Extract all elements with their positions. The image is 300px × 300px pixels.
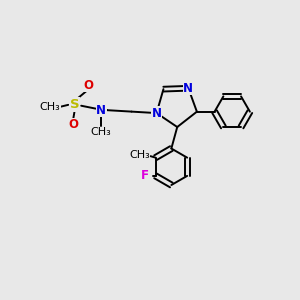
Text: N: N	[183, 82, 194, 95]
Text: F: F	[141, 169, 149, 182]
Text: O: O	[68, 118, 78, 131]
Text: S: S	[70, 98, 80, 111]
Text: CH₃: CH₃	[129, 150, 150, 160]
Text: CH₃: CH₃	[39, 102, 60, 112]
Text: CH₃: CH₃	[91, 127, 112, 137]
Text: N: N	[152, 106, 162, 120]
Text: O: O	[83, 79, 93, 92]
Text: N: N	[96, 103, 106, 117]
